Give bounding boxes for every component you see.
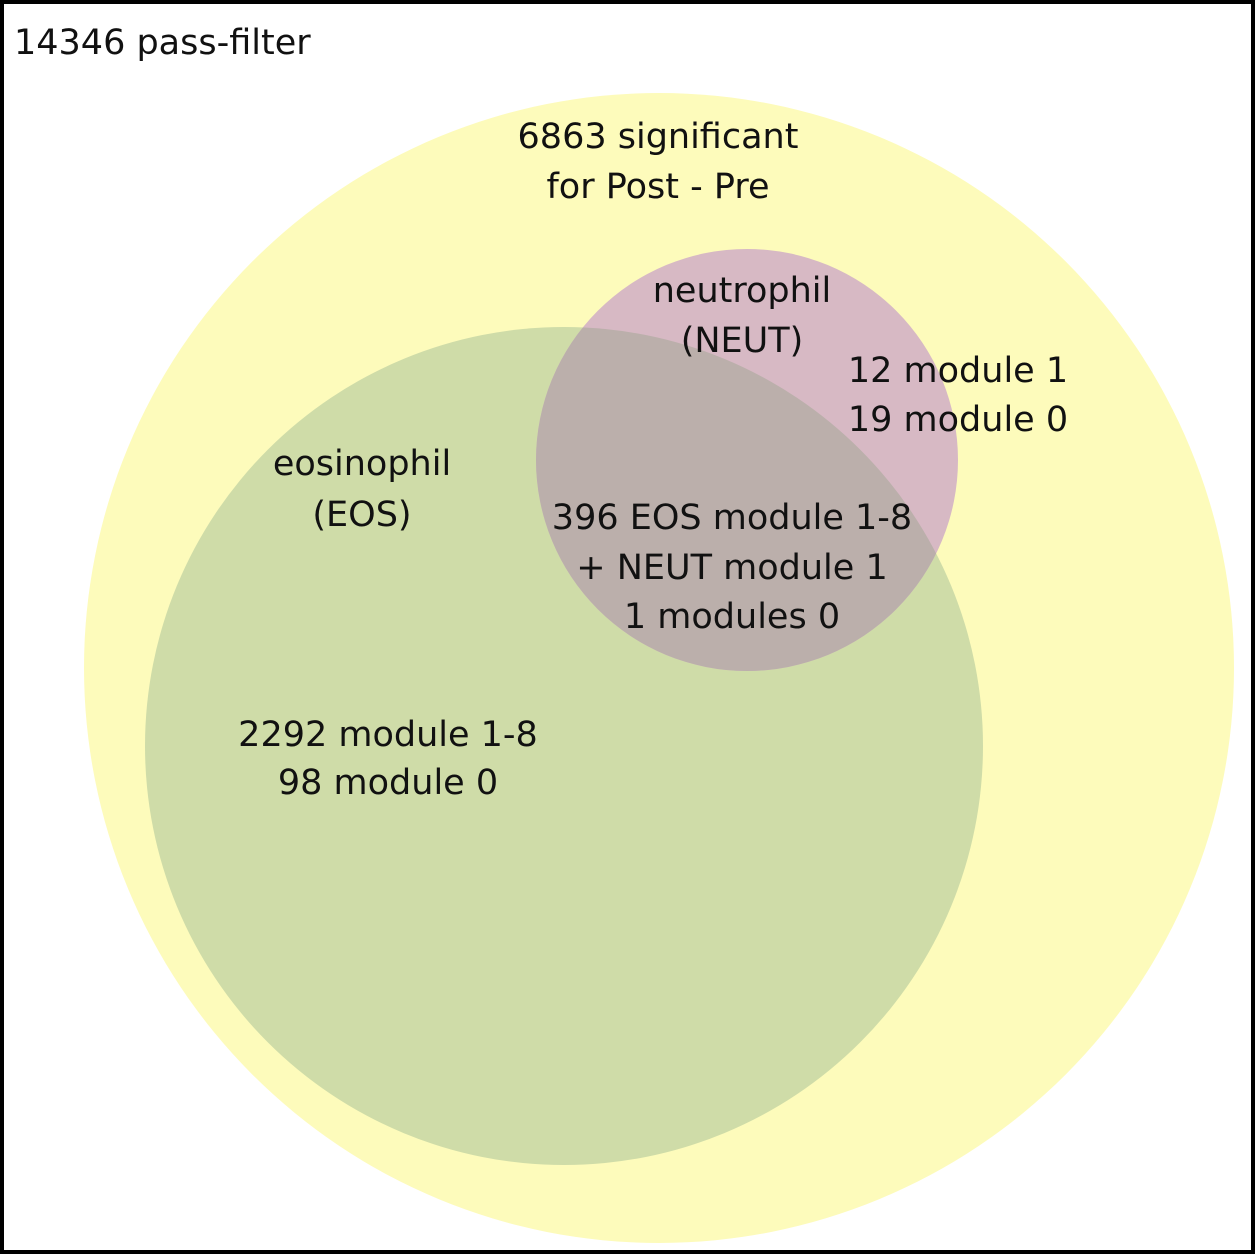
overlap-line1: 396 EOS module 1-8 <box>552 498 912 538</box>
neutrophil-only-line1: 12 module 1 <box>848 351 1068 391</box>
eosinophil-only-line2: 98 module 0 <box>278 763 498 803</box>
neutrophil-only-line2: 19 module 0 <box>848 400 1068 440</box>
neutrophil-name: neutrophil <box>653 271 832 311</box>
overlap-line2: + NEUT module 1 <box>576 548 887 588</box>
overlap-line3: 1 modules 0 <box>624 597 840 637</box>
significant-label-line2: for Post - Pre <box>546 167 769 207</box>
significant-label-line1: 6863 significant <box>518 117 799 157</box>
eosinophil-only-line1: 2292 module 1-8 <box>238 715 538 755</box>
neutrophil-abbr: (NEUT) <box>681 321 804 361</box>
universe-label: 14346 pass-filter <box>14 23 311 63</box>
eosinophil-abbr: (EOS) <box>312 495 411 535</box>
eosinophil-name: eosinophil <box>273 444 451 484</box>
